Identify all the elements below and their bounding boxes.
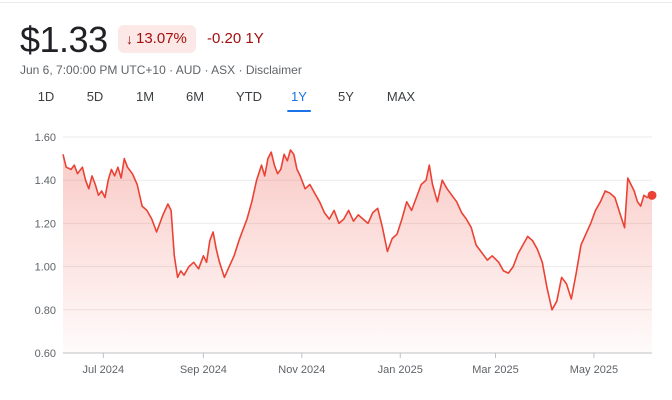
quote-currency: AUD (175, 63, 202, 77)
disclaimer-link[interactable]: Disclaimer (245, 63, 302, 77)
x-tick-label: Jul 2024 (83, 364, 125, 376)
price-line (62, 149, 653, 311)
current-price: $1.33 (20, 19, 108, 60)
x-tick-label: Jan 2025 (378, 364, 423, 376)
tab-1d[interactable]: 1D (37, 89, 55, 104)
x-tick-label: May 2025 (570, 364, 618, 376)
quote-date: Jun 6, 7:00:00 PM UTC+10 (20, 63, 166, 77)
y-tick-label: 0.60 (35, 348, 56, 360)
quote-exchange: ASX (211, 63, 236, 77)
y-tick-label: 1.00 (35, 262, 56, 274)
change-percent-value: 13.07% (136, 30, 187, 47)
y-tick-label: 0.80 (35, 305, 56, 317)
tab-1y[interactable]: 1Y (287, 86, 311, 112)
arrow-down-icon: ↓ (126, 31, 133, 47)
tab-max[interactable]: MAX (386, 89, 416, 104)
tab-5d[interactable]: 5D (86, 89, 104, 104)
tab-6m[interactable]: 6M (185, 89, 205, 104)
y-tick-label: 1.40 (35, 175, 56, 187)
x-tick-label: Sep 2024 (180, 364, 227, 376)
y-axis-labels: 1.60 1.40 1.20 1.00 0.80 0.60 (35, 132, 56, 360)
change-percent-badge: ↓ 13.07% (118, 25, 196, 53)
change-absolute: -0.20 1Y (207, 30, 264, 47)
y-tick-label: 1.60 (35, 132, 56, 144)
last-price-marker (647, 190, 657, 200)
tab-1m[interactable]: 1M (135, 89, 155, 104)
range-tabs: 1D 5D 1M 6M YTD 1Y 5Y MAX (0, 86, 672, 112)
x-tick-label: Mar 2025 (472, 364, 518, 376)
tab-ytd[interactable]: YTD (236, 89, 262, 104)
top-divider (0, 2, 672, 3)
quote-meta: Jun 6, 7:00:00 PM UTC+10 · AUD · ASX · D… (20, 63, 302, 77)
price-area (63, 150, 652, 353)
y-tick-label: 1.20 (35, 218, 56, 230)
tab-5y[interactable]: 5Y (338, 89, 354, 104)
x-tick-label: Nov 2024 (278, 364, 325, 376)
x-axis-labels: Jul 2024 Sep 2024 Nov 2024 Jan 2025 Mar 2025… (83, 353, 618, 376)
